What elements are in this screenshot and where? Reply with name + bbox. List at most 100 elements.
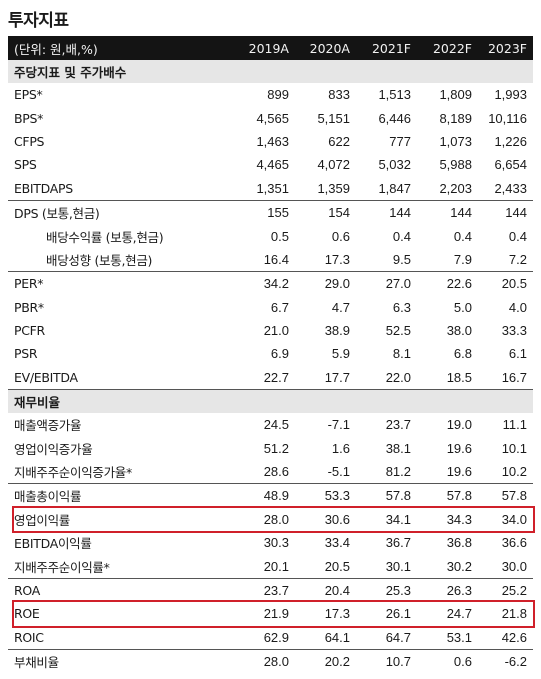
- table-row: 지배주주순이익증가율* 28.6 -5.1 81.2 19.6 10.2: [8, 460, 533, 483]
- value-cell: 24.5: [263, 417, 289, 433]
- value-cell: 57.8: [446, 488, 472, 504]
- value-cell: 10.2: [501, 464, 527, 480]
- table-row: ROIC 62.9 64.1 64.7 53.1 42.6: [8, 626, 533, 649]
- value-cell: 5.9: [331, 346, 350, 362]
- value-cell: 6,446: [378, 110, 411, 126]
- value-cell: 25.3: [385, 583, 411, 598]
- value-cell: 64.7: [385, 629, 411, 645]
- value-cell: 6.7: [270, 299, 289, 315]
- value-cell: 17.7: [324, 369, 350, 385]
- table-row: BPS* 4,565 5,151 6,446 8,189 10,116: [8, 106, 533, 129]
- row-label: DPS (보통,현금): [14, 206, 100, 222]
- value-cell: 6.9: [270, 346, 289, 362]
- value-cell: 6.3: [392, 299, 411, 315]
- value-cell: 2,433: [494, 180, 527, 196]
- row-label: 영업이익증가율: [14, 441, 93, 457]
- value-cell: 64.1: [324, 629, 350, 645]
- table-row: 매출액증가율 24.5 -7.1 23.7 19.0 11.1: [8, 413, 533, 436]
- value-cell: 19.0: [446, 417, 472, 433]
- value-cell: 17.3: [324, 251, 350, 267]
- table-row: EBITDAPS 1,351 1,359 1,847 2,203 2,433: [8, 177, 533, 200]
- value-cell: 20.5: [501, 276, 527, 292]
- value-cell: 0.4: [508, 228, 527, 244]
- value-cell: 62.9: [263, 629, 289, 645]
- value-cell: 26.3: [446, 583, 472, 598]
- value-cell: 36.6: [501, 535, 527, 551]
- highlighted-table-row: 영업이익률 28.0 30.6 34.1 34.3 34.0: [8, 505, 535, 534]
- section-header: 재무비율: [8, 389, 533, 414]
- value-cell: 53.1: [446, 629, 472, 645]
- value-cell: 11.1: [502, 417, 527, 433]
- table-row: EPS* 899 833 1,513 1,809 1,993: [8, 83, 533, 106]
- value-cell: 34.1: [385, 511, 411, 527]
- row-label: 배당수익률 (보통,현금): [46, 229, 164, 245]
- value-cell: 36.8: [446, 535, 472, 551]
- value-cell: 4,072: [317, 157, 350, 173]
- value-cell: 20.5: [324, 558, 350, 574]
- table-row: DPS (보통,현금) 155 154 144 144 144: [8, 199, 533, 224]
- value-cell: 833: [328, 87, 350, 103]
- value-cell: 6.1: [508, 346, 527, 362]
- value-cell: 48.9: [263, 488, 289, 504]
- table-row: 배당수익률 (보통,현금) 0.5 0.6 0.4 0.4 0.4: [8, 224, 533, 247]
- row-label: ROIC: [14, 629, 44, 645]
- value-cell: 6,654: [494, 157, 527, 173]
- table-row: 지배주주순이익률* 20.1 20.5 30.1 30.2 30.0: [8, 554, 533, 577]
- value-cell: 20.1: [263, 558, 289, 574]
- table-row: ROA 23.7 20.4 25.3 26.3 25.2: [8, 577, 533, 602]
- row-label: 부채비율: [14, 655, 59, 671]
- value-cell: 8,189: [439, 110, 472, 126]
- value-cell: 4.0: [508, 299, 527, 315]
- value-cell: 29.0: [324, 276, 350, 292]
- value-cell: 19.6: [446, 464, 472, 480]
- table-row: EV/EBITDA 22.7 17.7 22.0 18.5 16.7: [8, 366, 533, 389]
- year-header: 2023F: [487, 40, 527, 56]
- value-cell: 899: [267, 87, 289, 103]
- table-row: PCFR 21.0 38.9 52.5 38.0 33.3: [8, 319, 533, 342]
- value-cell: 1,809: [439, 87, 472, 103]
- table-row: PSR 6.9 5.9 8.1 6.8 6.1: [8, 342, 533, 365]
- value-cell: 26.1: [385, 606, 411, 622]
- row-label: ROE: [14, 606, 40, 622]
- value-cell: 10,116: [488, 110, 527, 126]
- table-header: (단위: 원,배,%) 2019A 2020A 2021F 2022F 2023…: [8, 36, 533, 60]
- row-label: EBITDAPS: [14, 180, 73, 196]
- row-label: SPS: [14, 157, 37, 173]
- value-cell: 10.7: [385, 654, 411, 670]
- table-row: CFPS 1,463 622 777 1,073 1,226: [8, 130, 533, 153]
- value-cell: 34.0: [501, 511, 527, 527]
- value-cell: 28.0: [263, 511, 289, 527]
- value-cell: 38.0: [446, 323, 472, 339]
- value-cell: 0.4: [453, 228, 472, 244]
- value-cell: 21.8: [501, 606, 527, 622]
- value-cell: 1,226: [494, 133, 527, 149]
- value-cell: 1,847: [378, 180, 411, 196]
- value-cell: 10.1: [501, 440, 527, 456]
- row-label: PSR: [14, 346, 38, 362]
- value-cell: 1,351: [256, 180, 289, 196]
- value-cell: 36.7: [385, 535, 411, 551]
- unit-label: (단위: 원,배,%): [14, 41, 98, 57]
- row-label: BPS*: [14, 110, 44, 126]
- table-row: 영업이익증가율 51.2 1.6 38.1 19.6 10.1: [8, 436, 533, 459]
- row-label: EBITDA이익률: [14, 536, 92, 552]
- value-cell: 52.5: [385, 323, 411, 339]
- table-row: EBITDA이익률 30.3 33.4 36.7 36.8 36.6: [8, 531, 533, 554]
- value-cell: -6.2: [504, 654, 527, 670]
- value-cell: 21.9: [263, 606, 289, 622]
- value-cell: 1,513: [378, 87, 411, 103]
- value-cell: 30.6: [324, 511, 350, 527]
- row-label: CFPS: [14, 133, 45, 149]
- value-cell: 144: [450, 205, 472, 221]
- value-cell: 24.7: [446, 606, 472, 622]
- value-cell: 1,073: [439, 133, 472, 149]
- table-row: SPS 4,465 4,072 5,032 5,988 6,654: [8, 153, 533, 176]
- row-label: 매출총이익률: [14, 489, 82, 505]
- value-cell: 622: [328, 133, 350, 149]
- year-header: 2019A: [248, 40, 289, 56]
- row-label: PBR*: [14, 299, 44, 315]
- value-cell: 154: [328, 205, 350, 221]
- value-cell: 22.6: [446, 276, 472, 292]
- value-cell: 27.0: [385, 276, 411, 292]
- value-cell: 34.2: [263, 276, 289, 292]
